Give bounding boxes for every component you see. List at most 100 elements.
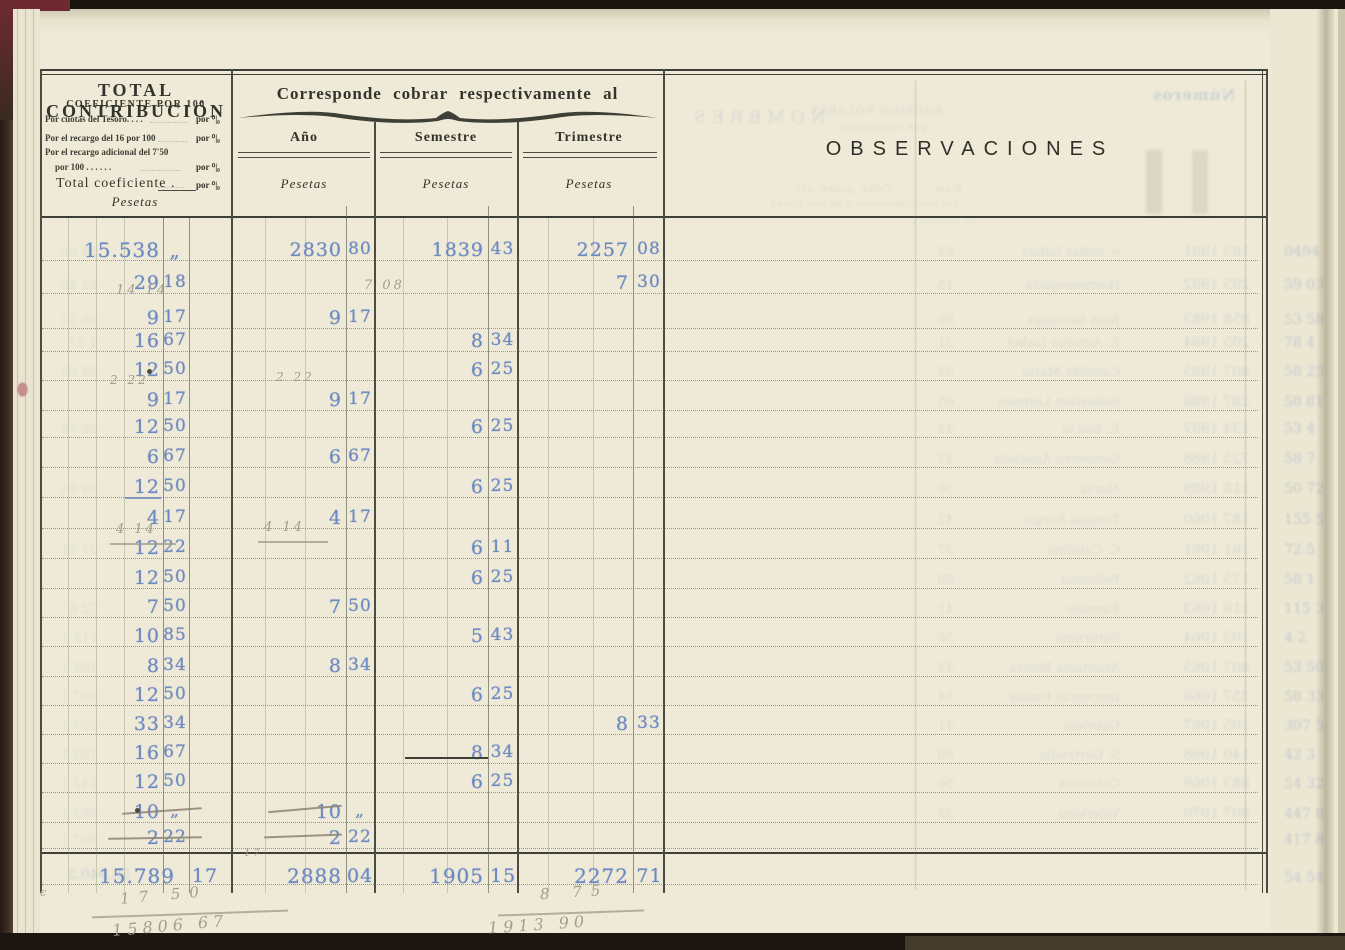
bleedthrough-row-numbers: 807 1985: [1183, 364, 1250, 380]
page-edge-ink-smudge: 0494: [1284, 244, 1320, 260]
totals-dotted-rule: [42, 884, 1258, 885]
handwritten-amount: 17: [348, 507, 372, 527]
handwritten-amount: 67: [348, 446, 372, 466]
bleedthrough-row-num: 38: [937, 807, 954, 822]
page-edge-ink-smudge: 115 3: [1284, 601, 1325, 617]
bleedthrough-row-num: 15: [937, 278, 954, 293]
table-left-border: [40, 69, 42, 893]
bleed-line: [915, 80, 916, 890]
page-edge-ink-smudge: 447 8: [1284, 806, 1325, 822]
bleedthrough-row-num: 92: [937, 365, 954, 380]
bleedthrough-bar: [1192, 150, 1208, 214]
handwritten-amount: 12: [40, 359, 160, 381]
handwritten-amount: 6: [328, 446, 342, 468]
page-edge-ink-smudge: 155 5: [1284, 512, 1325, 528]
fineprint-cuotas: Por cuotas del Tesoro. . . .: [45, 114, 143, 124]
table-right-border: [1266, 69, 1268, 893]
handwritten-amount: 12: [133, 684, 160, 706]
page-edge-ink-smudge: 58 81: [1284, 394, 1325, 410]
bleedthrough-row-name: Tomasa Sergio: [1022, 513, 1120, 528]
col-divider-semestre-trimestre: [517, 122, 519, 893]
handwritten-amount: 5: [470, 625, 484, 647]
pencil-note: 4 14: [116, 522, 157, 537]
handwritten-amount: 25: [490, 476, 515, 496]
bleedthrough-left-pair: 807 1: [60, 690, 98, 705]
handwritten-amount: 12: [133, 416, 160, 438]
por-unit-3: por ⁰|₀: [196, 162, 220, 172]
cents-sep-total-b: [189, 218, 190, 893]
corresponde-title: Corresponde cobrar respectivamente al: [276, 84, 619, 103]
handwritten-amount: 50: [163, 596, 187, 616]
correction-segment: [405, 757, 488, 759]
bleedthrough-left-pair: 807 1: [60, 833, 98, 848]
bleedthrough-left-pair: 142 1: [60, 777, 98, 792]
book-cover-corner: [0, 0, 70, 11]
por-unit-2: por ⁰|₀: [196, 133, 220, 143]
page-edge-ink-smudge: 54 32: [1284, 776, 1325, 792]
double-rule-ano: [238, 152, 370, 158]
handwritten-amount: 50: [163, 359, 187, 379]
handwritten-amount: 16: [133, 330, 160, 352]
handwritten-amount: 50: [348, 596, 372, 616]
bleedthrough-left-pair: 82 40: [60, 278, 98, 293]
blank-underline: .........: [158, 181, 196, 191]
bleedthrough-row-num: 90: [937, 748, 954, 763]
grid-line: [68, 218, 69, 893]
dot-leader: .............: [150, 116, 189, 125]
bleedthrough-text: que contribuye: [838, 122, 929, 133]
page-edge-ink-smudge: 59 03: [1284, 277, 1325, 293]
bleedthrough-row-name: C. Catalina: [1047, 543, 1120, 558]
cents-sep-ano: [346, 206, 347, 893]
row-dotted-rule: [42, 848, 1258, 849]
ink-speck: [135, 808, 140, 813]
handwritten-amount: 12: [133, 567, 160, 589]
handwritten-amount: 8: [470, 330, 484, 352]
bleedthrough-row-numbers: 858 1983: [1183, 312, 1250, 328]
row-dotted-rule: [42, 528, 1258, 529]
dot-leader: ..........: [158, 135, 188, 144]
bleedthrough-row-numbers: 175 1062: [1183, 572, 1250, 588]
bleedthrough-bar: [1146, 150, 1162, 214]
bleedthrough-row-name: Saturnino: [1054, 631, 1120, 646]
handwritten-amount: 15.538: [84, 238, 160, 262]
totals-trimestre-cents: 71: [636, 865, 663, 887]
handwritten-amount: 10: [133, 625, 160, 647]
bleedthrough-totals-left: 58.940.5: [67, 867, 130, 883]
bleedthrough-row-num: 37: [937, 543, 954, 558]
bleedthrough-left-pair: 27 51: [60, 543, 98, 558]
row-dotted-rule: [42, 705, 1258, 706]
bleedthrough-left-pair: 105 1: [60, 748, 98, 763]
page-edge-ink-smudge: 4 2: [1284, 630, 1307, 646]
page-edge-ink-smudge: 78 4: [1284, 335, 1316, 351]
row-dotted-rule: [42, 410, 1258, 411]
page-edge-line: [17, 9, 18, 950]
handwritten-amount: 6: [470, 771, 484, 793]
handwritten-amount: 67: [163, 446, 187, 466]
handwritten-amount: 34: [348, 655, 372, 675]
handwritten-amount: 2830: [289, 239, 342, 261]
bleedthrough-row-num: 84: [937, 245, 954, 260]
handwritten-amount: 8: [470, 742, 484, 764]
handwritten-amount: 6: [470, 359, 484, 381]
handwritten-amount: 17: [348, 307, 372, 327]
bleedthrough-row-numbers: 118 1989: [1183, 481, 1250, 497]
handwritten-amount: 80: [348, 239, 372, 259]
table-right-border-inner: [1262, 69, 1263, 893]
bleedthrough-row-num: 89: [937, 573, 954, 588]
bleedthrough-row-numbers: 287 1986: [1183, 394, 1250, 410]
bleedthrough-row-name: Anastasia Benita: [1009, 661, 1120, 676]
page-edge-ink-smudge: 54 54: [1284, 870, 1325, 886]
bleedthrough-row-num: 31: [937, 336, 954, 351]
handwritten-amount: 33: [637, 713, 661, 733]
bleedthrough-row-numbers: 285 1982: [1183, 277, 1250, 293]
book-binding-top: [0, 0, 13, 120]
page-edge-ink-smudge: 307 5: [1284, 718, 1325, 734]
handwritten-amount: 43: [490, 625, 515, 645]
ink-underline: [125, 497, 161, 499]
handwritten-amount: 9: [328, 389, 342, 411]
row-dotted-rule: [42, 822, 1258, 823]
grid-line: [96, 218, 97, 893]
bleedthrough-row-name: Inocencio Emilia: [1009, 690, 1120, 705]
bleed-line: [1245, 80, 1246, 890]
col-divider-total: [231, 69, 233, 893]
